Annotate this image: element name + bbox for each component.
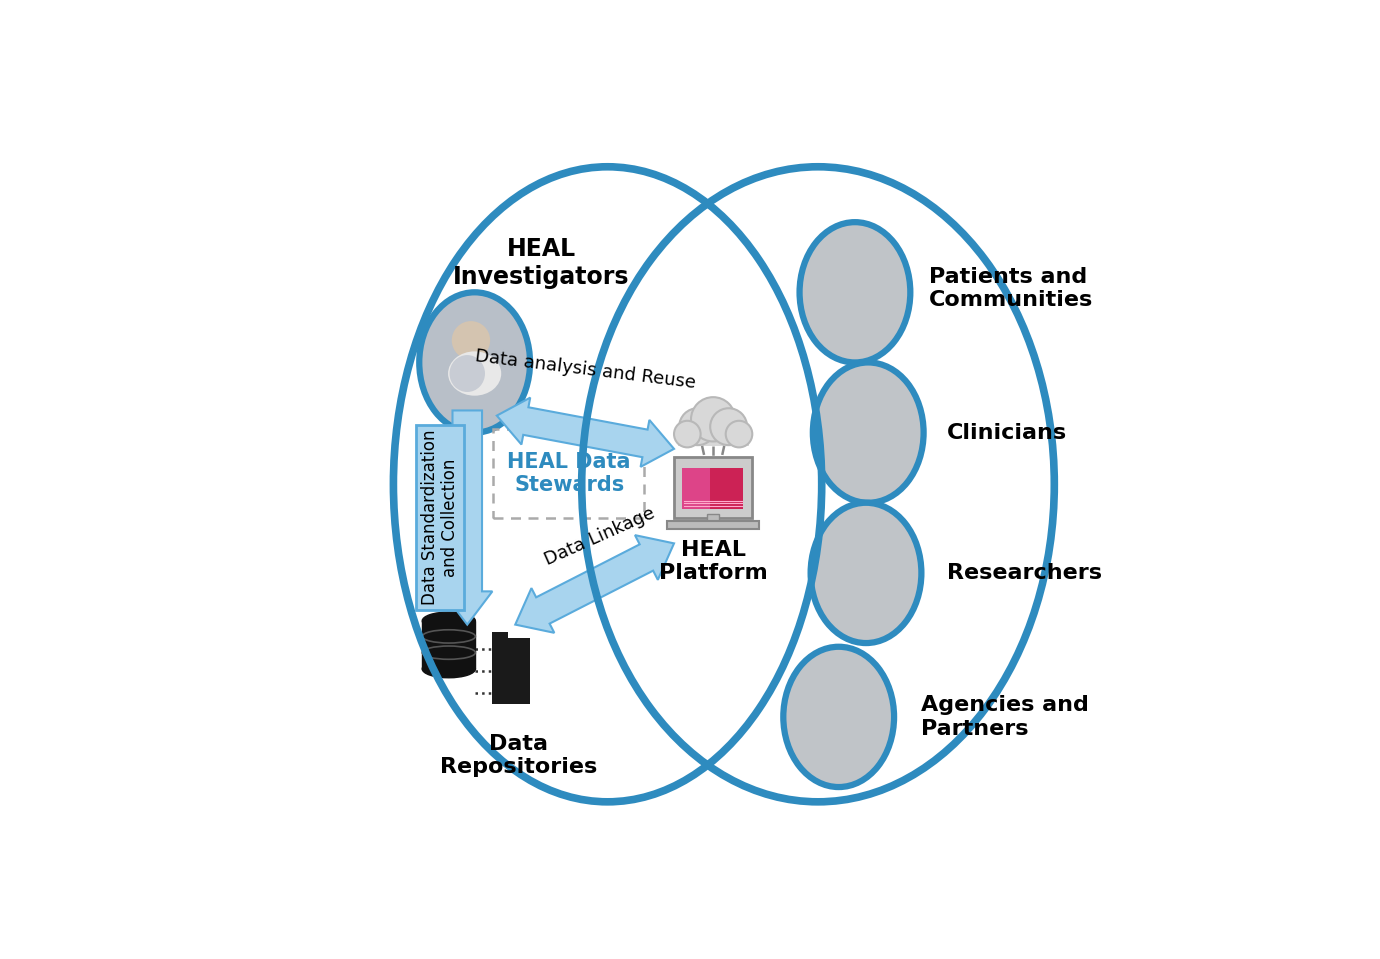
Text: Patients and
Communities: Patients and Communities — [929, 267, 1093, 310]
Text: HEAL
Platform: HEAL Platform — [658, 540, 767, 583]
Ellipse shape — [784, 646, 894, 787]
Ellipse shape — [810, 503, 922, 643]
Polygon shape — [515, 535, 673, 633]
FancyBboxPatch shape — [673, 457, 752, 518]
FancyBboxPatch shape — [422, 620, 475, 669]
Circle shape — [691, 397, 736, 441]
FancyBboxPatch shape — [491, 660, 530, 682]
Ellipse shape — [420, 292, 530, 433]
FancyBboxPatch shape — [707, 514, 719, 523]
Ellipse shape — [450, 355, 484, 392]
Text: Data Linkage: Data Linkage — [542, 504, 658, 570]
Circle shape — [726, 421, 752, 448]
Ellipse shape — [422, 660, 475, 678]
Text: Data
Repositories: Data Repositories — [440, 734, 598, 777]
FancyBboxPatch shape — [678, 433, 748, 446]
Ellipse shape — [799, 222, 911, 363]
FancyBboxPatch shape — [491, 654, 508, 660]
Ellipse shape — [448, 351, 501, 396]
Circle shape — [711, 409, 747, 445]
Text: Clinicians: Clinicians — [947, 423, 1067, 443]
Polygon shape — [497, 398, 673, 467]
FancyBboxPatch shape — [491, 638, 530, 660]
Text: HEAL
Investigators: HEAL Investigators — [453, 237, 629, 289]
FancyBboxPatch shape — [682, 468, 744, 509]
FancyBboxPatch shape — [491, 676, 508, 682]
Text: Data Standardization
and Collection: Data Standardization and Collection — [421, 430, 460, 605]
Text: Data analysis and Reuse: Data analysis and Reuse — [473, 347, 697, 392]
Circle shape — [451, 321, 490, 360]
Ellipse shape — [393, 167, 821, 802]
FancyBboxPatch shape — [667, 522, 759, 528]
Circle shape — [673, 421, 701, 448]
Text: Agencies and
Partners: Agencies and Partners — [922, 695, 1089, 738]
Circle shape — [679, 409, 716, 445]
Ellipse shape — [582, 167, 1054, 802]
Text: HEAL Data
Stewards: HEAL Data Stewards — [508, 452, 631, 495]
Ellipse shape — [422, 612, 475, 630]
FancyBboxPatch shape — [682, 468, 709, 509]
Text: Researchers: Researchers — [947, 563, 1103, 583]
FancyBboxPatch shape — [491, 682, 530, 704]
Ellipse shape — [813, 363, 923, 503]
FancyBboxPatch shape — [491, 632, 508, 638]
Polygon shape — [442, 410, 493, 624]
